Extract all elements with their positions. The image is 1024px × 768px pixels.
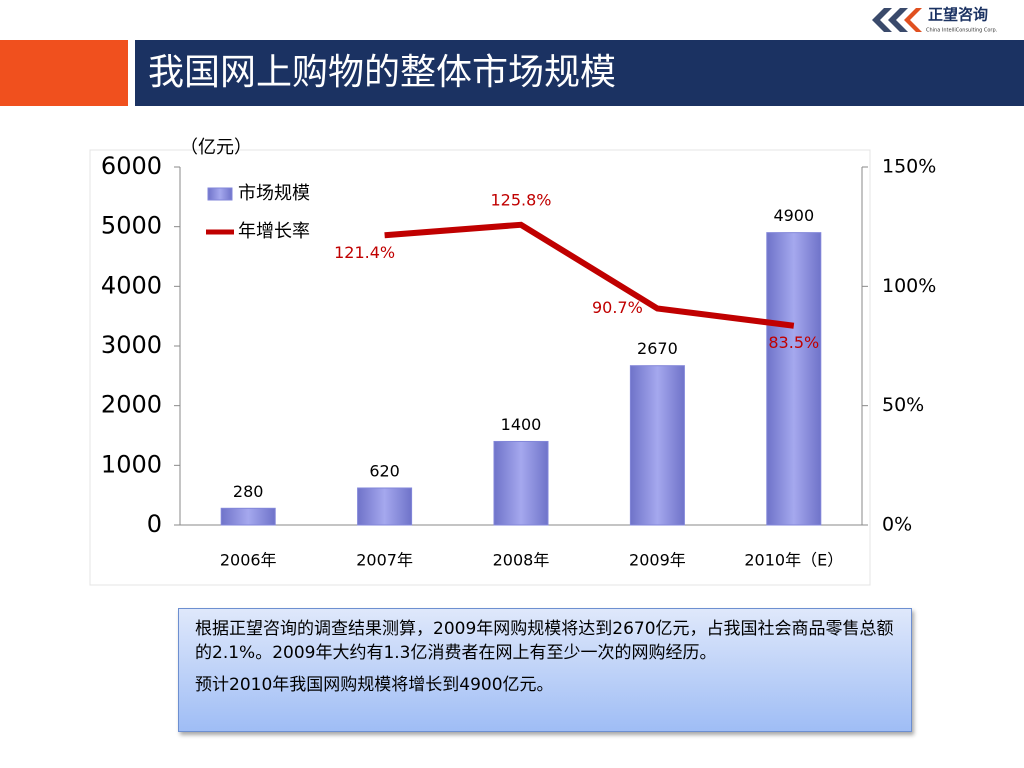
header-banner bbox=[135, 40, 1024, 106]
y-tick-label: 3000 bbox=[101, 331, 162, 359]
data-label: 90.7% bbox=[592, 298, 643, 317]
y2-tick-label: 150% bbox=[882, 156, 936, 178]
chart-title: 我国网上购物的整体市场规模 bbox=[148, 52, 616, 93]
x-tick-label: 2007年 bbox=[356, 551, 413, 570]
y-axis-title: （亿元） bbox=[180, 137, 252, 158]
data-label: 620 bbox=[369, 462, 400, 481]
legend-label: 年增长率 bbox=[238, 221, 310, 242]
y2-tick-label: 0% bbox=[882, 514, 912, 536]
data-label: 4900 bbox=[773, 206, 814, 225]
bar bbox=[629, 365, 685, 526]
header-accent bbox=[0, 40, 128, 106]
bar bbox=[493, 440, 549, 526]
data-label: 2670 bbox=[637, 339, 678, 358]
logo-name: 正望咨询 bbox=[928, 6, 988, 24]
x-tick-label: 2006年 bbox=[220, 551, 277, 570]
data-label: 1400 bbox=[501, 415, 542, 434]
data-label: 125.8% bbox=[490, 190, 551, 209]
y-tick-label: 2000 bbox=[101, 391, 162, 419]
x-tick-label: 2009年 bbox=[629, 551, 686, 570]
y-tick-label: 1000 bbox=[101, 450, 162, 478]
x-tick-label: 2008年 bbox=[493, 551, 550, 570]
y2-tick-label: 50% bbox=[882, 394, 924, 416]
line bbox=[384, 221, 795, 329]
x-tick-label: 2010年（E） bbox=[744, 551, 843, 570]
bar bbox=[220, 507, 276, 526]
paragraph: 根据正望咨询的调查结果测算，2009年网购规模将达到2670亿元，占我国社会商品… bbox=[195, 619, 894, 663]
data-label: 121.4% bbox=[334, 243, 395, 262]
y-tick-label: 6000 bbox=[101, 152, 162, 180]
data-label: 280 bbox=[233, 482, 264, 501]
text-box: 根据正望咨询的调查结果测算，2009年网购规模将达到2670亿元，占我国社会商品… bbox=[178, 608, 912, 732]
logo-icon bbox=[872, 8, 922, 32]
bar bbox=[766, 232, 822, 526]
paragraph: 预计2010年我国网购规模将增长到4900亿元。 bbox=[195, 675, 554, 695]
bar bbox=[357, 487, 413, 526]
data-label: 83.5% bbox=[768, 333, 819, 352]
chart-frame bbox=[89, 149, 871, 586]
legend-label: 市场规模 bbox=[238, 183, 310, 204]
y-tick-label: 0 bbox=[147, 510, 162, 538]
logo-subtitle: China IntelliConsulting Corp. bbox=[926, 28, 998, 34]
legend-swatch bbox=[207, 187, 233, 201]
y-tick-label: 5000 bbox=[101, 212, 162, 240]
y-tick-label: 4000 bbox=[101, 271, 162, 299]
y2-tick-label: 100% bbox=[882, 275, 936, 297]
